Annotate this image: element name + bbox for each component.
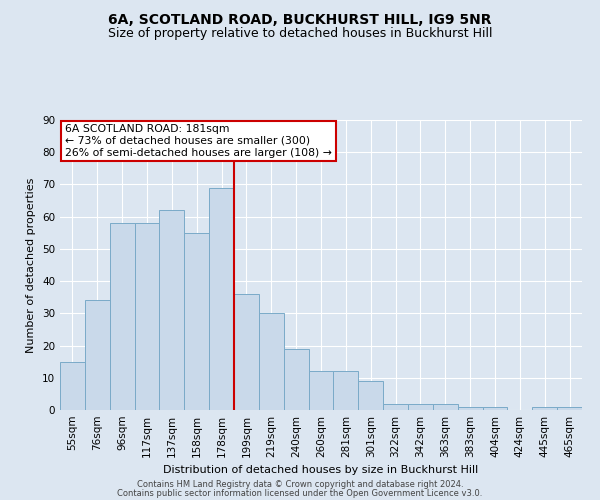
Text: Contains public sector information licensed under the Open Government Licence v3: Contains public sector information licen… [118, 488, 482, 498]
Bar [482, 407, 508, 410]
Bar [433, 404, 458, 410]
Bar [110, 223, 134, 410]
Bar [308, 372, 334, 410]
Bar [85, 300, 110, 410]
Bar [134, 223, 160, 410]
Text: Contains HM Land Registry data © Crown copyright and database right 2024.: Contains HM Land Registry data © Crown c… [137, 480, 463, 489]
Text: 6A, SCOTLAND ROAD, BUCKHURST HILL, IG9 5NR: 6A, SCOTLAND ROAD, BUCKHURST HILL, IG9 5… [108, 12, 492, 26]
Bar [60, 362, 85, 410]
Bar [557, 407, 582, 410]
Bar [160, 210, 184, 410]
Bar [334, 372, 358, 410]
Bar [532, 407, 557, 410]
Text: 6A SCOTLAND ROAD: 181sqm
← 73% of detached houses are smaller (300)
26% of semi-: 6A SCOTLAND ROAD: 181sqm ← 73% of detach… [65, 124, 332, 158]
Bar [408, 404, 433, 410]
X-axis label: Distribution of detached houses by size in Buckhurst Hill: Distribution of detached houses by size … [163, 466, 479, 475]
Y-axis label: Number of detached properties: Number of detached properties [26, 178, 37, 352]
Bar [383, 404, 408, 410]
Bar [284, 349, 308, 410]
Bar [234, 294, 259, 410]
Bar [209, 188, 234, 410]
Text: Size of property relative to detached houses in Buckhurst Hill: Size of property relative to detached ho… [108, 28, 492, 40]
Bar [184, 233, 209, 410]
Bar [458, 407, 482, 410]
Bar [259, 314, 284, 410]
Bar [358, 381, 383, 410]
